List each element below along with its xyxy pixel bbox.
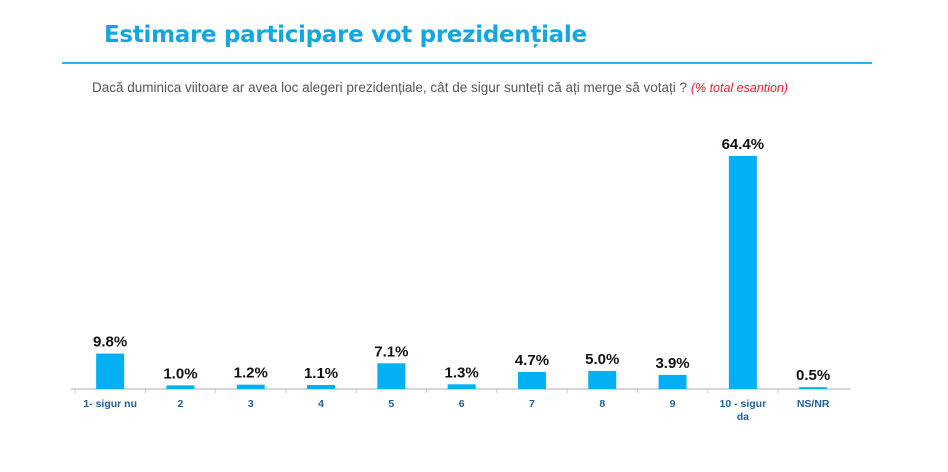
bar — [728, 156, 757, 389]
category-label: NS/NR — [797, 398, 830, 410]
category-label: 2 — [178, 398, 184, 410]
data-label: 3.9% — [655, 355, 689, 372]
category-label: da — [737, 411, 749, 423]
category-label: 10 - sigur — [720, 398, 767, 410]
bar — [236, 384, 265, 389]
category-label: 8 — [599, 398, 605, 410]
bar — [166, 385, 195, 389]
category-label: 6 — [459, 398, 465, 410]
category-label: 1- sigur nu — [83, 398, 137, 410]
category-label: 7 — [529, 398, 535, 410]
bar — [307, 385, 336, 389]
category-label: 9 — [670, 398, 676, 410]
category-label: 5 — [388, 398, 394, 410]
question-text: Dacă duminica viitoare ar avea loc alege… — [92, 80, 688, 95]
category-label: 4 — [318, 398, 324, 410]
data-label: 9.8% — [93, 334, 127, 351]
data-label: 7.1% — [374, 343, 408, 360]
data-label: 1.1% — [304, 365, 338, 382]
data-label: 4.7% — [515, 352, 549, 369]
bar — [658, 374, 687, 389]
title-divider — [62, 62, 872, 64]
survey-question: Dacă duminica viitoare ar avea loc alege… — [92, 74, 852, 102]
bar — [517, 371, 546, 389]
bar — [96, 353, 125, 389]
data-label: 5.0% — [585, 351, 619, 368]
sample-note: (% total esantion) — [690, 81, 789, 95]
bar — [588, 370, 617, 389]
bar — [377, 363, 406, 389]
data-label: 1.3% — [445, 364, 479, 381]
bar — [447, 384, 476, 389]
chart-title: Estimare participare vot prezidențiale — [104, 22, 587, 48]
data-label: 1.2% — [234, 365, 268, 382]
data-label: 0.5% — [796, 367, 830, 384]
bar — [799, 387, 828, 389]
data-label: 64.4% — [722, 136, 765, 153]
data-label: 1.0% — [163, 365, 197, 382]
category-label: 3 — [248, 398, 254, 410]
